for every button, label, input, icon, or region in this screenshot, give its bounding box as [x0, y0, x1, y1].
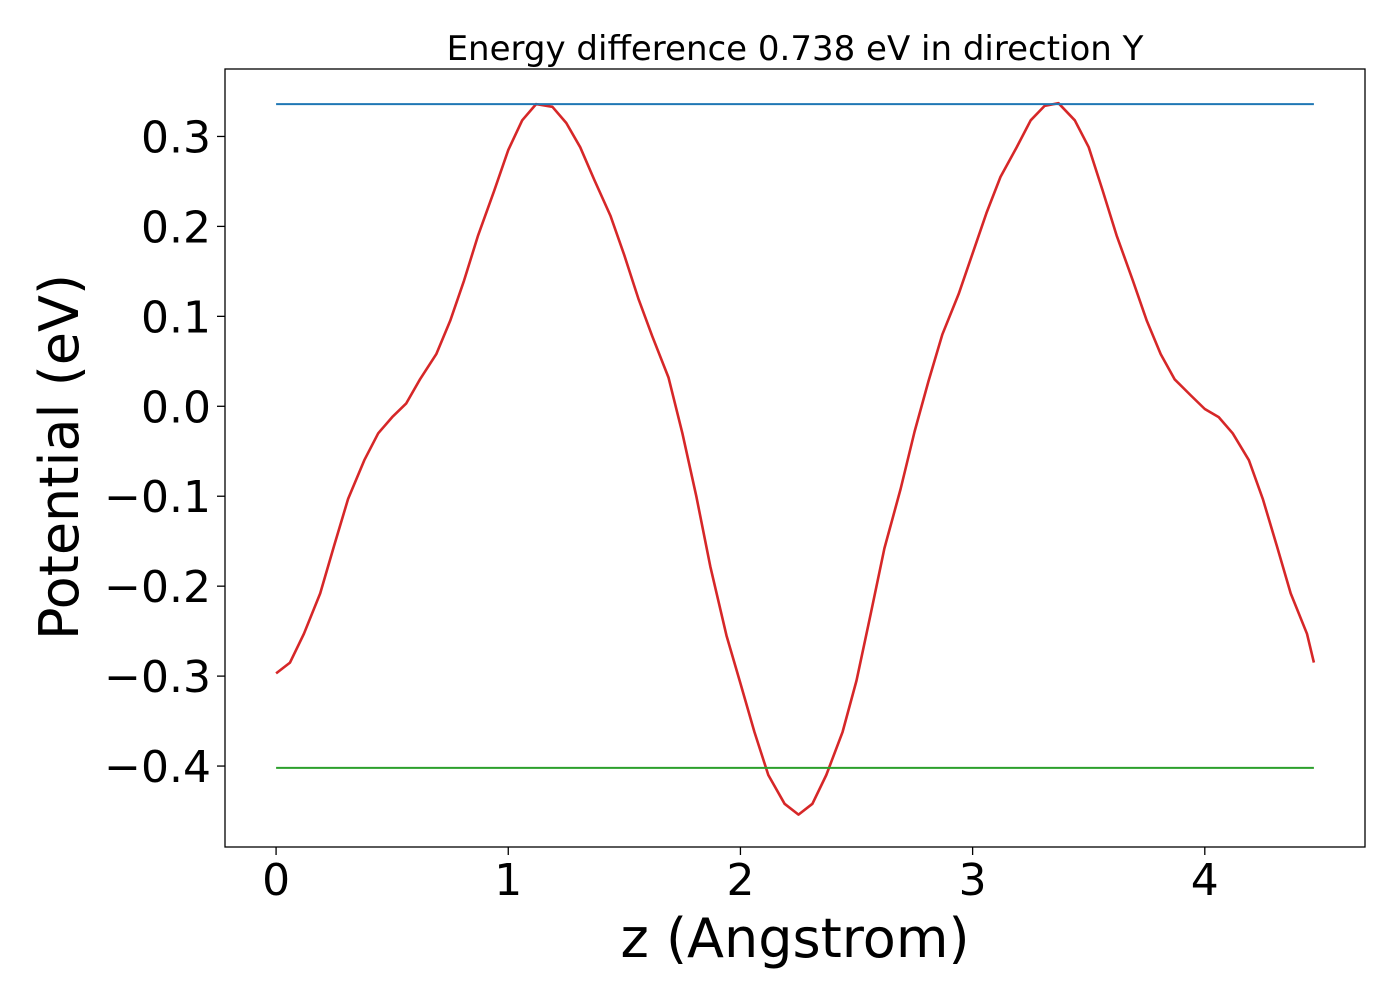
plot-area-frame — [224, 68, 1366, 848]
y-tick-label: −0.2 — [104, 562, 211, 613]
x-tick-label: 1 — [494, 855, 522, 906]
x-tick-label: 3 — [959, 855, 987, 906]
x-tick-label: 0 — [262, 855, 290, 906]
series-layer — [275, 101, 1316, 816]
y-tick-label: −0.1 — [104, 472, 211, 523]
axis-ticks: 0 1 2 3 4 0.3 0.2 0.1 0.0 −0.1 −0.2 −0.3 −0.4 — [104, 112, 1219, 906]
x-tick-label: 2 — [726, 855, 754, 906]
y-axis-label: Potential (eV) — [28, 274, 91, 640]
y-tick-label: 0.3 — [141, 112, 211, 163]
y-tick-label: 0.1 — [141, 292, 211, 343]
y-tick-label: 0.0 — [141, 382, 211, 433]
series-line-0 — [275, 101, 1316, 816]
x-axis-label: z (Angstrom) — [620, 907, 969, 970]
x-tick-label: 4 — [1191, 855, 1219, 906]
y-tick-label: 0.2 — [141, 202, 211, 253]
chart-title: Energy difference 0.738 eV in direction … — [447, 29, 1144, 69]
y-tick-label: −0.3 — [104, 652, 211, 703]
y-tick-label: −0.4 — [104, 742, 211, 793]
